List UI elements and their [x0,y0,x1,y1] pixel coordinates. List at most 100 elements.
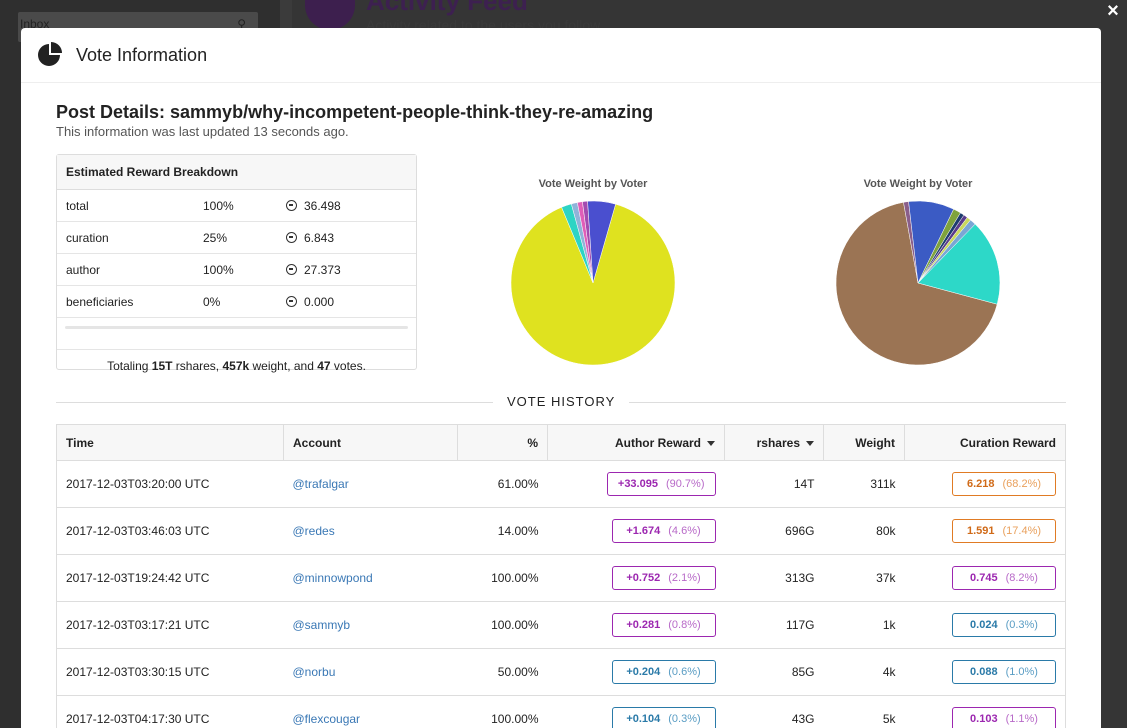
curation-reward-badge: 6.218 (68.2%) [952,472,1056,496]
close-icon[interactable]: × [1107,0,1119,22]
pie-slice[interactable] [835,202,998,366]
curation-reward-badge: 1.591 (17.4%) [952,519,1056,543]
column-author-reward[interactable]: Author Reward [547,424,725,461]
author-reward-badge: +1.674 (4.6%) [611,519,716,543]
vote-percent: 100.00% [457,554,548,602]
breakdown-totals: Totaling 15T rshares, 457k weight, and 4… [57,350,416,373]
author-reward-share: (90.7%) [665,478,705,490]
curation-reward-amount: 0.088 [970,666,998,678]
pie-slice[interactable] [587,200,616,284]
curation-reward-badge: 0.024 (0.3%) [952,613,1056,637]
curation-reward-share: (0.3%) [1005,619,1038,631]
breakdown-progress-bar [65,326,408,329]
author-reward-share: (0.3%) [668,713,701,725]
breakdown-row: beneficiaries 0% 0.000 [57,286,416,318]
vote-time: 2017-12-03T03:20:00 UTC [56,460,284,508]
column-account[interactable]: Account [283,424,458,461]
breakdown-label: author [66,262,101,277]
vote-weight-pie-2: Vote Weight by Voter [818,178,1018,373]
totals-weight: 457k [222,359,250,373]
vote-weight: 80k [823,507,905,555]
curation-reward-badge: 0.103 (1.1%) [952,707,1056,728]
breakdown-label: total [66,198,89,213]
pie-slice[interactable] [917,223,1001,305]
breakdown-percent: 100% [203,198,234,213]
vote-time: 2017-12-03T03:46:03 UTC [56,507,284,555]
column-time[interactable]: Time [56,424,284,461]
vote-percent: 61.00% [457,460,548,508]
background-feed-title: Activity Feed [366,0,528,16]
column-rshares[interactable]: rshares [724,424,824,461]
breakdown-value: 36.498 [304,198,341,213]
breakdown-percent: 0% [203,294,221,309]
vote-percent: 100.00% [457,695,548,728]
totals-weight-suffix: weight, and [249,359,318,373]
vote-rshares: 43G [724,695,824,728]
curation-reward-share: (1.1%) [1005,713,1038,725]
column-rshares-label: rshares [756,435,800,450]
breakdown-value: 27.373 [304,262,341,277]
curation-reward-share: (68.2%) [1002,478,1042,490]
coin-icon [286,296,297,307]
coin-icon [286,264,297,275]
table-row: 2017-12-03T03:46:03 UTC @redes 14.00% +1.67… [56,507,1066,555]
account-link[interactable]: @sammyb [292,618,351,632]
caret-down-icon [806,440,814,446]
author-reward-amount: +0.281 [626,619,661,631]
account-link[interactable]: @norbu [292,665,336,679]
vote-time: 2017-12-03T03:30:15 UTC [56,648,284,696]
totals-prefix: Totaling [107,359,152,373]
vote-history-table: Time Account % Author Reward rshares Wei… [56,424,1066,728]
coin-icon [286,200,297,211]
reward-breakdown-heading: Estimated Reward Breakdown [57,155,416,190]
account-link[interactable]: @flexcougar [292,712,361,726]
curation-reward-amount: 1.591 [966,525,995,537]
author-reward-badge: +0.752 (2.1%) [611,566,716,590]
breakdown-row: curation 25% 6.843 [57,222,416,254]
column-percent[interactable]: % [457,424,548,461]
breakdown-value: 6.843 [304,230,335,245]
curation-reward-amount: 0.024 [970,619,998,631]
vote-weight: 4k [823,648,905,696]
author-reward-share: (2.1%) [668,572,701,584]
curation-reward-share: (8.2%) [1005,572,1038,584]
author-reward-badge: +0.104 (0.3%) [611,707,716,728]
reward-breakdown-panel: Estimated Reward Breakdown total 100% 36… [56,154,417,373]
last-updated-text: This information was last updated 13 sec… [56,124,349,139]
totals-rshares-suffix: rshares, [172,359,223,373]
breakdown-progress-row [57,318,416,350]
table-row: 2017-12-03T19:24:42 UTC @minnowpond 100.00… [56,554,1066,602]
pie-title: Vote Weight by Voter [538,178,648,190]
curation-reward-badge: 0.745 (8.2%) [952,566,1056,590]
vote-time: 2017-12-03T03:17:21 UTC [56,601,284,649]
pie-title: Vote Weight by Voter [863,178,973,190]
vote-time: 2017-12-03T04:17:30 UTC [56,695,284,728]
curation-reward-share: (17.4%) [1002,525,1042,537]
pie-slice[interactable] [510,203,676,366]
account-link[interactable]: @trafalgar [292,477,349,491]
pie-chart [835,200,1001,366]
pie-chart-icon [38,42,62,66]
curation-reward-share: (1.0%) [1005,666,1038,678]
column-author-reward-label: Author Reward [614,435,701,450]
column-curation-reward[interactable]: Curation Reward [904,424,1066,461]
author-reward-share: (4.6%) [668,525,701,537]
vote-rshares: 117G [724,601,824,649]
vote-weight: 311k [823,460,905,508]
vote-time: 2017-12-03T19:24:42 UTC [56,554,284,602]
caret-down-icon [707,440,715,446]
modal-title: Vote Information [76,44,208,65]
modal-header: Vote Information [21,28,1101,83]
author-reward-amount: +0.752 [626,572,661,584]
column-weight[interactable]: Weight [823,424,905,461]
account-link[interactable]: @minnowpond [292,571,373,585]
account-link[interactable]: @redes [292,524,335,538]
curation-reward-badge: 0.088 (1.0%) [952,660,1056,684]
post-title: Post Details: sammyb/why-incompetent-peo… [56,102,654,122]
background-inbox-label: Inbox [20,17,50,31]
breakdown-percent: 25% [203,230,228,245]
breakdown-percent: 100% [203,262,234,277]
author-reward-badge: +0.281 (0.8%) [611,613,716,637]
totals-votes-suffix: votes. [330,359,366,373]
author-reward-share: (0.6%) [668,666,701,678]
